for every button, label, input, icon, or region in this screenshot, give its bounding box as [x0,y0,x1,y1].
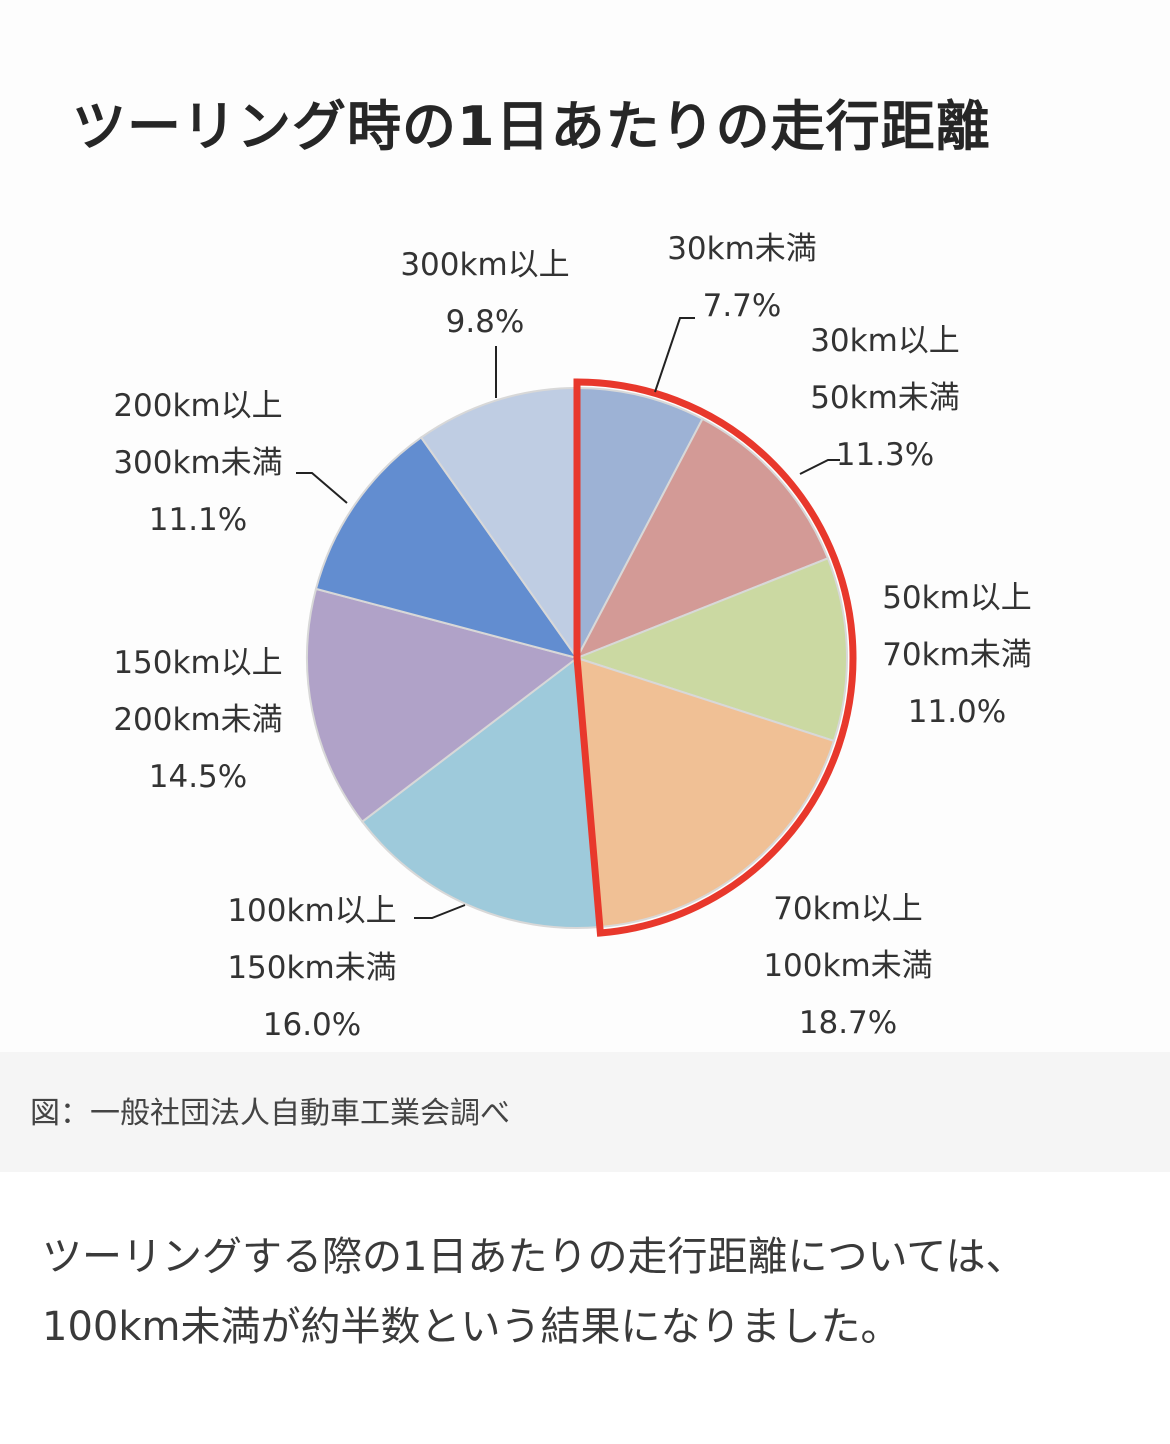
slice-category-label-0: 30km未満 [667,231,817,267]
leader-line-4 [414,904,466,919]
leader-line-1 [799,459,840,475]
slice-category-label-1: 30km以上 [810,323,960,359]
pie-slice-5 [306,587,580,824]
body-line-2: 100km未満が約半数という結果になりました。 [42,1304,901,1350]
pie-slice-3 [575,656,836,929]
slice-category-label-6: 200km以上 [113,388,282,424]
slice-value-label-1: 11.3% [836,437,934,473]
body-line-1: ツーリングする際の1日あたりの走行距離については、 [42,1234,1026,1280]
leader-line-6 [296,472,348,504]
pie-slice-0 [576,386,704,659]
slice-value-label-7: 9.8% [446,304,525,340]
slice-category-label-4: 150km未満 [227,950,396,986]
slice-value-label-0: 7.7% [703,288,782,324]
slice-value-label-2: 11.0% [908,694,1006,730]
slice-category-label-2: 50km以上 [882,580,1032,616]
pie-slice-2 [574,557,848,743]
slice-category-label-6: 300km未満 [113,445,282,481]
slice-category-label-5: 150km以上 [113,645,282,681]
slice-category-label-2: 70km未満 [882,637,1032,673]
slice-value-label-5: 14.5% [149,759,247,795]
slice-category-label-5: 200km未満 [113,702,282,738]
slice-category-label-3: 100km未満 [763,948,932,984]
chart-figure: ツーリング時の1日あたりの走行距離 30km未満 7.7% 30km以上 50km未満… [72,95,1032,1043]
figure-caption: 図：一般社団法人自動車工業会調べ [30,1096,510,1131]
caption-bar: 図：一般社団法人自動車工業会調べ [0,1052,1170,1172]
highlight-outline [573,378,857,937]
slice-category-label-3: 70km以上 [773,891,923,927]
body-paragraph: ツーリングする際の1日あたりの走行距離については、 100km未満が約半数という… [42,1222,1132,1362]
leader-line-0 [654,317,695,393]
chart-title: ツーリング時の1日あたりの走行距離 [72,95,991,158]
slice-value-label-3: 18.7% [799,1005,897,1041]
pie-chart: 30km未満 7.7% 30km以上 50km未満 11.3% 50km以上 70km未満 1… [113,231,1032,1043]
slice-category-label-1: 50km未満 [810,380,960,416]
slice-category-label-4: 100km以上 [227,893,396,929]
slice-category-label-7: 300km以上 [400,247,569,283]
pie-slice-1 [574,417,830,660]
slice-value-label-6: 11.1% [149,502,247,538]
pie-slice-7 [419,386,578,662]
slice-value-label-4: 16.0% [263,1007,361,1043]
pie-slice-4 [360,656,601,929]
pie-slice-6 [314,436,580,660]
